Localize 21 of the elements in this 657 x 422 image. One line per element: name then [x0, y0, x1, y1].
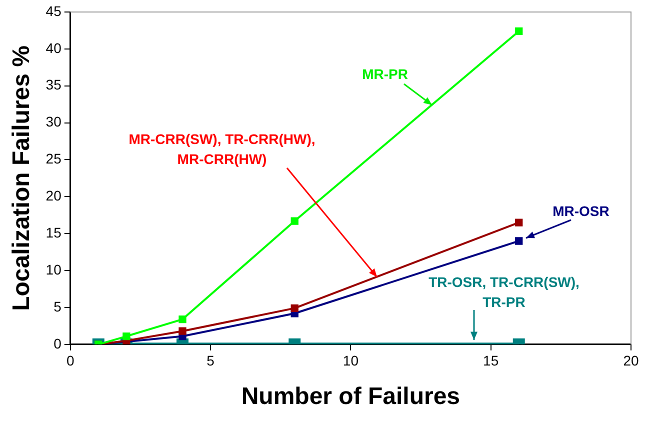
y-tick-label: 20: [46, 188, 62, 204]
y-tick-label: 30: [46, 114, 62, 130]
y-axis-title: Localization Failures %: [8, 45, 36, 311]
y-tick-label: 35: [46, 76, 62, 93]
y-tick-label: 25: [46, 150, 62, 167]
y-tick-label: 15: [46, 224, 62, 240]
text: TR-OSR, TR-CRR(SW), TR-PR: [428, 274, 580, 310]
x-tick-label: 0: [66, 352, 74, 369]
y-tick-label: 45: [46, 2, 62, 19]
text: MR-PR: [362, 66, 408, 82]
y-tick-label: 40: [46, 40, 62, 56]
x-axis-title: Number of Failures: [241, 383, 460, 410]
x-tick-label: 5: [206, 352, 215, 369]
x-tick-label: 20: [623, 352, 639, 369]
text: MR-OSR: [552, 202, 610, 219]
y-tick-label: 10: [46, 261, 62, 278]
x-tick-label: 10: [342, 352, 359, 369]
y-tick-label: 0: [54, 335, 62, 352]
text: MR-CRR(SW), TR-CRR(HW), MR-CRR(HW): [128, 130, 316, 167]
y-tick-label: 5: [54, 298, 62, 314]
x-tick-label: 15: [483, 352, 499, 369]
